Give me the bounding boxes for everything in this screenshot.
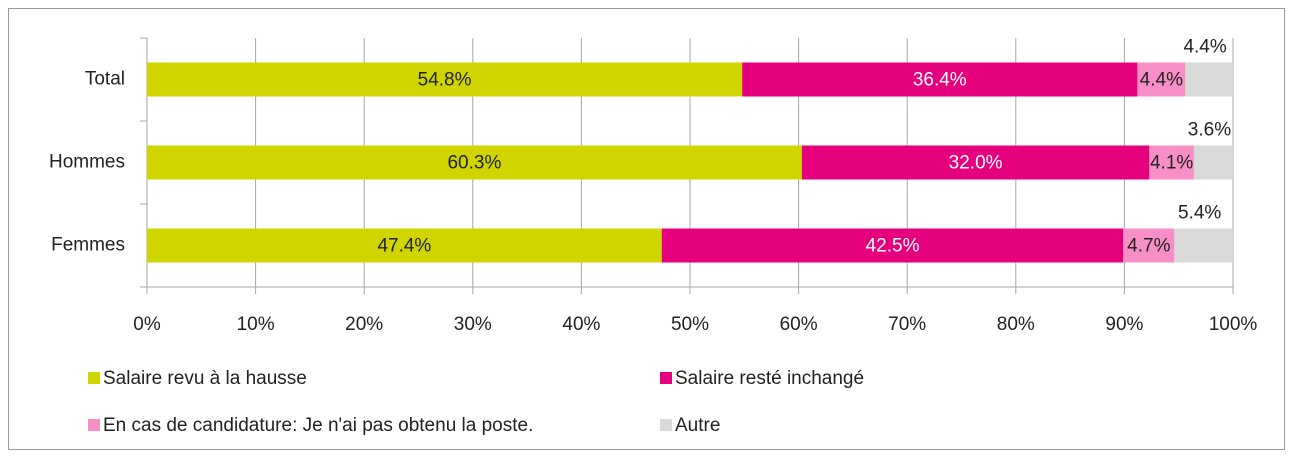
data-label: 60.3% [447, 153, 501, 174]
y-tick-label: Femmes [51, 235, 125, 256]
data-label: 4.7% [1127, 236, 1170, 257]
x-tick-label: 80% [997, 314, 1035, 335]
x-tick-label: 100% [1209, 314, 1258, 335]
bar-segment [1149, 145, 1194, 180]
bar-segment [147, 228, 662, 263]
x-tick-label: 50% [671, 314, 709, 335]
bar-segment [801, 145, 1150, 180]
data-label: 4.4% [1183, 37, 1226, 58]
bar-segment [1185, 62, 1233, 97]
data-label: 32.0% [949, 153, 1003, 174]
bar-segment [1137, 62, 1186, 97]
bar-segment [661, 228, 1124, 263]
x-tick-label: 90% [1105, 314, 1143, 335]
data-label: 5.4% [1178, 203, 1221, 224]
data-label: 36.4% [913, 70, 967, 91]
data-label: 4.4% [1140, 70, 1183, 91]
y-tick-label: Hommes [49, 152, 125, 173]
data-label: 42.5% [866, 236, 920, 257]
bar-segment [147, 145, 802, 180]
bar-segment [1174, 228, 1233, 263]
bar-segment [147, 62, 743, 97]
x-tick-label: 10% [237, 314, 275, 335]
legend-swatch [660, 419, 672, 431]
y-tick-label: Total [85, 69, 125, 90]
x-tick-label: 60% [780, 314, 818, 335]
data-label: 54.8% [418, 70, 472, 91]
legend-swatch [88, 372, 100, 384]
legend-label: Salaire resté inchangé [675, 368, 864, 389]
legend-swatch [88, 419, 100, 431]
x-tick-label: 20% [345, 314, 383, 335]
bar-segment [742, 62, 1138, 97]
x-tick-label: 40% [562, 314, 600, 335]
legend-label: Salaire revu à la hausse [103, 368, 307, 389]
legend-label: En cas de candidature: Je n'ai pas obten… [103, 415, 533, 436]
bar-segment [1193, 145, 1233, 180]
legend-label: Autre [675, 415, 720, 436]
x-tick-label: 30% [454, 314, 492, 335]
x-tick-label: 70% [888, 314, 926, 335]
data-label: 4.1% [1150, 153, 1193, 174]
data-label: 47.4% [377, 236, 431, 257]
data-label: 3.6% [1188, 120, 1231, 141]
legend-swatch [660, 372, 672, 384]
bar-segment [1123, 228, 1175, 263]
x-tick-label: 0% [133, 314, 161, 335]
